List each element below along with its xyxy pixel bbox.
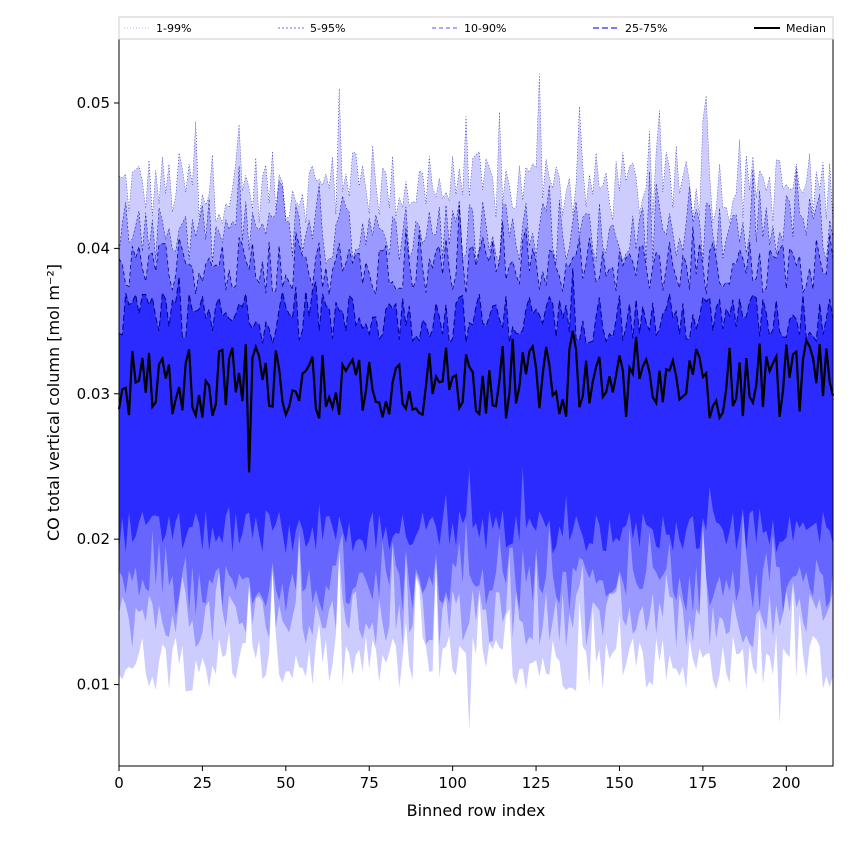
x-tick-label: 50 xyxy=(276,774,295,792)
band-5-95-upper-edge xyxy=(118,166,834,265)
x-tick-label: 200 xyxy=(772,774,801,792)
y-tick-label: 0.04 xyxy=(77,239,110,257)
x-tick-label: 125 xyxy=(522,774,551,792)
y-tick-label: 0.03 xyxy=(77,385,110,403)
x-axis-title: Binned row index xyxy=(407,801,546,820)
median-layer xyxy=(117,330,835,473)
y-axis-title: CO total vertical column [mol m⁻²] xyxy=(44,264,63,541)
y-tick-label: 0.01 xyxy=(77,676,110,694)
legend-box xyxy=(118,16,834,40)
legend-label: 25-75% xyxy=(625,22,667,35)
band-25-75-upper-edge xyxy=(118,268,834,345)
quantile-edges xyxy=(118,73,834,345)
x-tick-label: 75 xyxy=(360,774,379,792)
x-tick-label: 100 xyxy=(438,774,467,792)
y-axis-ticks: 0.01 0.02 0.03 0.04 0.05 xyxy=(77,94,119,694)
legend-label: 1-99% xyxy=(156,22,191,35)
band-1-99-upper-edge xyxy=(118,73,834,225)
y-tick-label: 0.05 xyxy=(77,94,110,112)
legend-label: 10-90% xyxy=(464,22,506,35)
x-tick-label: 25 xyxy=(193,774,212,792)
median-line xyxy=(117,330,835,473)
legend: 1-99% 5-95% 10-90% 25-75% Median xyxy=(118,16,834,40)
band-10-90-upper-edge xyxy=(118,204,834,296)
x-axis-ticks: 0 25 50 75 100 125 150 175 200 xyxy=(114,766,801,792)
x-tick-label: 175 xyxy=(689,774,718,792)
legend-label: Median xyxy=(786,22,826,35)
x-tick-label: 0 xyxy=(114,774,124,792)
legend-label: 5-95% xyxy=(310,22,345,35)
x-tick-label: 150 xyxy=(605,774,634,792)
y-tick-label: 0.02 xyxy=(77,530,110,548)
